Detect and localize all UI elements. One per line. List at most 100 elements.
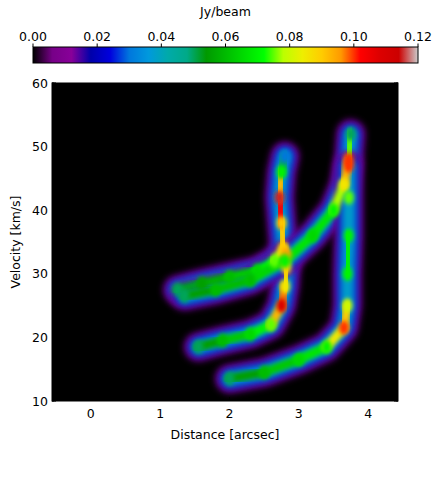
y-minor-tick [396, 324, 398, 325]
x-tick [229, 397, 230, 401]
y-minor-tick [396, 197, 398, 198]
y-minor-tick [396, 248, 398, 249]
emission-peak [245, 327, 255, 341]
y-minor-tick [52, 95, 54, 96]
x-tick [298, 83, 299, 87]
x-minor-tick [118, 399, 119, 401]
x-tick [90, 83, 91, 87]
y-minor-tick [52, 235, 54, 236]
y-minor-tick [52, 172, 54, 173]
x-minor-tick [326, 399, 327, 401]
y-minor-tick [52, 311, 54, 312]
x-minor-tick [63, 399, 64, 401]
y-minor-tick [52, 159, 54, 160]
y-minor-tick [52, 273, 54, 274]
y-minor-tick [396, 299, 398, 300]
x-minor-tick [174, 399, 175, 401]
y-minor-tick [52, 248, 54, 249]
emission-peak [346, 127, 356, 141]
y-minor-tick [52, 210, 54, 211]
y-minor-tick [396, 286, 398, 287]
y-minor-tick [396, 337, 398, 338]
x-minor-tick [243, 399, 244, 401]
colorbar [33, 47, 418, 63]
emission-peak [280, 149, 290, 163]
x-minor-tick [312, 399, 313, 401]
x-minor-tick [298, 399, 299, 401]
emission-halo [184, 134, 350, 296]
emission-halo [230, 166, 349, 379]
x-minor-tick [340, 399, 341, 401]
colorbar-tick-label: 0.04 [147, 29, 175, 44]
y-minor-tick [52, 222, 54, 223]
x-tick [368, 397, 369, 401]
x-minor-tick [76, 399, 77, 401]
emission-peak [277, 216, 287, 230]
x-minor-tick [312, 83, 313, 85]
y-tick-label: 40 [32, 203, 48, 218]
emission-peak [211, 283, 221, 297]
x-minor-tick [76, 83, 77, 85]
y-minor-tick [52, 197, 54, 198]
x-tick-label: 0 [87, 406, 95, 421]
x-minor-tick [257, 83, 258, 85]
emission-halo [230, 166, 349, 379]
y-minor-tick [396, 350, 398, 351]
data-layer [173, 127, 356, 386]
emission-peak [245, 273, 255, 287]
ridge-segment [230, 372, 265, 378]
emission-peak [308, 229, 318, 243]
emission-halo [178, 156, 285, 290]
emission-peak [274, 190, 284, 204]
y-tick [394, 83, 398, 84]
y-minor-tick [396, 222, 398, 223]
colorbar-tick [161, 44, 162, 48]
y-tick [394, 210, 398, 211]
emission-halo [178, 156, 285, 290]
x-minor-tick [229, 399, 230, 401]
colorbar-tick [33, 44, 34, 48]
colorbar-tick [225, 44, 226, 48]
x-tick-label: 3 [295, 406, 303, 421]
x-tick [160, 83, 161, 87]
colorbar-tick-label: 0.12 [404, 29, 432, 44]
y-tick-label: 10 [32, 394, 48, 409]
x-minor-tick [187, 83, 188, 85]
y-tick [394, 146, 398, 147]
emission-peak [277, 165, 287, 179]
x-minor-tick [354, 83, 355, 85]
y-minor-tick [52, 375, 54, 376]
x-minor-tick [229, 83, 230, 85]
emission-halo [230, 166, 349, 379]
colorbar-tick-label: 0.08 [276, 29, 304, 44]
colorbar-tick-label: 0.10 [340, 29, 368, 44]
x-minor-tick [132, 83, 133, 85]
x-tick-label: 1 [156, 406, 164, 421]
emission-peak [259, 365, 269, 379]
y-tick-label: 20 [32, 330, 48, 345]
y-minor-tick [52, 83, 54, 84]
y-minor-tick [52, 299, 54, 300]
x-minor-tick [146, 83, 147, 85]
y-axis-label: Velocity [km/s] [8, 196, 23, 289]
x-minor-tick [215, 83, 216, 85]
x-minor-tick [160, 83, 161, 85]
x-minor-tick [368, 83, 369, 85]
y-minor-tick [52, 401, 54, 402]
x-minor-tick [368, 399, 369, 401]
x-minor-tick [104, 83, 105, 85]
x-minor-tick [284, 83, 285, 85]
y-tick [394, 273, 398, 274]
y-tick [52, 210, 56, 211]
x-minor-tick [284, 399, 285, 401]
emission-peak [280, 254, 290, 268]
y-tick-label: 30 [32, 266, 48, 281]
x-minor-tick [132, 399, 133, 401]
emission-halo [184, 134, 350, 296]
emission-halo [178, 156, 285, 290]
y-minor-tick [396, 95, 398, 96]
y-minor-tick [396, 261, 398, 262]
x-tick [90, 397, 91, 401]
plot-frame [52, 83, 398, 401]
emission-peak [197, 276, 207, 290]
